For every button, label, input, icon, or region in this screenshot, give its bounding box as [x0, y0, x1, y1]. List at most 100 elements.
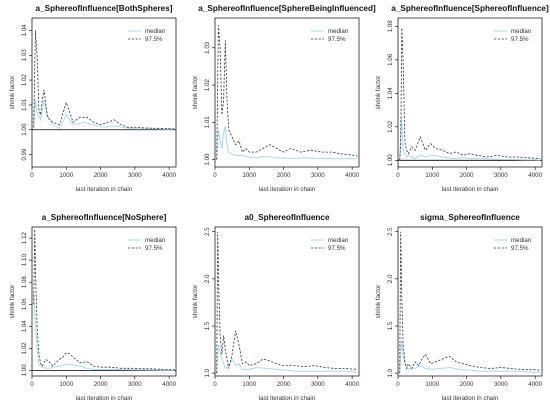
- x-tick-label: 4000: [345, 381, 359, 388]
- shrink-factor-plot: a_SphereofInfluence[NoSphere] 1.00 1.02 1.0…: [9, 213, 177, 402]
- legend-label: median: [511, 237, 532, 244]
- y-tick-label: 1.04: [387, 87, 394, 100]
- legend-label: median: [328, 237, 349, 244]
- x-axis-label: last iteration in chain: [442, 186, 499, 193]
- x-axis-label: last iteration in chain: [259, 186, 316, 193]
- y-tick-label: 1.02: [21, 74, 28, 87]
- legend-label: 97.5%: [328, 245, 346, 252]
- plot-title: a_SphereofInfluence[NoSphere]: [42, 213, 167, 222]
- quantile-97-5-series-line: [33, 30, 175, 130]
- median-series-line: [33, 293, 175, 371]
- legend-label: median: [145, 28, 166, 35]
- shrink-factor-plot-panel: a_SphereofInfluence[SphereofInfluence] 1.…: [366, 0, 549, 209]
- x-axis-label: last iteration in chain: [442, 395, 499, 402]
- plot-title: a_SphereofInfluence[SphereofInfluence]: [391, 4, 549, 13]
- legend-label: 97.5%: [328, 36, 346, 43]
- y-tick-label: 1.08: [21, 276, 28, 289]
- x-tick-label: 3000: [311, 381, 325, 388]
- shrink-factor-plot-panel: a_SphereofInfluence[SphereBeingInfluence…: [183, 0, 376, 209]
- legend-label: median: [145, 237, 166, 244]
- y-tick-label: 1.02: [21, 342, 28, 355]
- x-tick-label: 2000: [94, 172, 108, 179]
- plot-title: sigma_SphereofInfluence: [420, 213, 520, 222]
- legend-label: 97.5%: [145, 245, 163, 252]
- x-tick-label: 3000: [494, 172, 508, 179]
- y-tick-label: 2.0: [387, 274, 394, 283]
- y-tick-label: 2.5: [204, 227, 211, 236]
- x-tick-label: 0: [396, 381, 400, 388]
- x-axis-label: last iteration in chain: [76, 395, 133, 402]
- x-tick-label: 1000: [425, 381, 439, 388]
- x-tick-label: 2000: [460, 172, 474, 179]
- y-tick-label: 1.03: [204, 41, 211, 54]
- y-tick-label: 1.01: [204, 116, 211, 129]
- x-tick-label: 1000: [425, 172, 439, 179]
- x-axis-label: last iteration in chain: [76, 186, 133, 193]
- quantile-97-5-series-line: [216, 25, 358, 160]
- x-tick-label: 1000: [242, 172, 256, 179]
- x-tick-label: 2000: [277, 381, 291, 388]
- y-tick-label: 1.0: [204, 368, 211, 377]
- y-tick-label: 1.5: [204, 321, 211, 330]
- y-tick-label: 1.01: [21, 98, 28, 111]
- median-series-line: [216, 125, 358, 160]
- legend-label: 97.5%: [511, 36, 529, 43]
- x-tick-label: 3000: [311, 172, 325, 179]
- x-tick-label: 4000: [345, 172, 359, 179]
- plot-frame: [214, 17, 360, 168]
- y-axis-label: shrink factor: [9, 76, 16, 110]
- shrink-factor-plot-panel: a_SphereofInfluence[NoSphere] 1.00 1.02 1.0…: [0, 209, 183, 418]
- quantile-97-5-series-line: [399, 231, 541, 374]
- y-tick-label: 1.00: [387, 154, 394, 167]
- legend-label: median: [511, 28, 532, 35]
- y-axis-label: shrink factor: [9, 285, 16, 319]
- shrink-factor-plot: a_SphereofInfluence[SphereBeingInfluence…: [192, 4, 376, 193]
- y-tick-label: 2.0: [204, 274, 211, 283]
- shrink-factor-plot: a0_SphereofInfluence 1.0 1.5 2.0 2.5 0 1000 200…: [192, 213, 360, 402]
- y-tick-label: 1.04: [21, 320, 28, 333]
- x-tick-label: 4000: [162, 172, 176, 179]
- x-tick-label: 3000: [494, 381, 508, 388]
- plot-frame: [397, 17, 543, 168]
- x-tick-label: 3000: [128, 172, 142, 179]
- shrink-factor-plot-panel: a_SphereofInfluence[BothSpheres] 0.99 1.00…: [0, 0, 183, 209]
- quantile-97-5-series-line: [399, 27, 541, 161]
- y-tick-label: 1.00: [204, 153, 211, 166]
- y-axis-label: shrink factor: [375, 76, 382, 110]
- plot-frame: [397, 226, 543, 377]
- legend-label: median: [328, 28, 349, 35]
- x-tick-label: 3000: [128, 381, 142, 388]
- x-tick-label: 2000: [94, 381, 108, 388]
- median-series-line: [33, 99, 175, 130]
- y-tick-label: 1.08: [387, 20, 394, 33]
- y-tick-label: 1.02: [204, 78, 211, 91]
- x-tick-label: 4000: [162, 381, 176, 388]
- y-tick-label: 1.06: [21, 298, 28, 311]
- plot-title: a_SphereofInfluence[SphereBeingInfluence…: [198, 4, 376, 13]
- y-tick-label: 1.12: [21, 231, 28, 244]
- median-series-line: [399, 116, 541, 161]
- x-tick-label: 2000: [460, 381, 474, 388]
- median-series-line: [216, 344, 358, 374]
- x-tick-label: 2000: [277, 172, 291, 179]
- y-tick-label: 1.5: [387, 321, 394, 330]
- shrink-factor-plot: a_SphereofInfluence[BothSpheres] 0.99 1.00…: [9, 4, 177, 193]
- quantile-97-5-series-line: [216, 231, 358, 374]
- x-tick-label: 1000: [242, 381, 256, 388]
- y-axis-label: shrink factor: [192, 285, 199, 319]
- y-axis-label: shrink factor: [375, 285, 382, 319]
- y-tick-label: 1.0: [387, 368, 394, 377]
- quantile-97-5-series-line: [33, 229, 175, 370]
- legend-label: 97.5%: [511, 245, 529, 252]
- y-tick-label: 1.00: [21, 123, 28, 136]
- legend-label: 97.5%: [145, 36, 163, 43]
- plot-title: a0_SphereofInfluence: [244, 213, 330, 222]
- plot-title: a_SphereofInfluence[BothSpheres]: [36, 4, 173, 13]
- y-tick-label: 1.00: [21, 364, 28, 377]
- y-tick-label: 1.03: [21, 49, 28, 62]
- x-tick-label: 0: [396, 172, 400, 179]
- y-axis-label: shrink factor: [192, 76, 199, 110]
- x-tick-label: 4000: [528, 381, 542, 388]
- x-axis-label: last iteration in chain: [259, 395, 316, 402]
